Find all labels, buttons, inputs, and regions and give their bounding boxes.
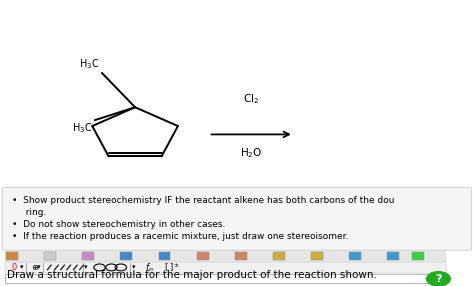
Bar [6, 253, 18, 260]
Bar [273, 253, 285, 260]
Bar [5, 250, 446, 262]
Text: H$_3$C: H$_3$C [79, 58, 100, 72]
Text: H$_2$O: H$_2$O [240, 146, 263, 160]
Bar [349, 253, 361, 260]
Text: ring.: ring. [17, 208, 46, 217]
Text: •  Show product stereochemistry IF the reactant alkene has both carbons of the d: • Show product stereochemistry IF the re… [12, 196, 394, 205]
Bar [387, 253, 399, 260]
Text: [ ]$^{±}$: [ ]$^{±}$ [164, 261, 179, 274]
Bar [158, 253, 170, 260]
Text: ⊕: ⊕ [31, 263, 38, 272]
Text: H$_3$C: H$_3$C [72, 122, 92, 135]
Text: $f_n$: $f_n$ [145, 261, 154, 274]
Bar [82, 253, 94, 260]
Text: ▾: ▾ [132, 265, 135, 270]
Bar [5, 262, 446, 273]
Text: •  If the reaction produces a racemic mixture, just draw one stereoisomer.: • If the reaction produces a racemic mix… [12, 232, 348, 241]
Text: •  Do not show stereochemistry in other cases.: • Do not show stereochemistry in other c… [12, 220, 225, 229]
Bar [44, 253, 56, 260]
Text: 0: 0 [12, 263, 17, 272]
Text: ▾: ▾ [84, 265, 88, 270]
Bar [412, 253, 424, 260]
Bar [197, 253, 209, 260]
Text: Draw a structural formula for the major product of the reaction shown.: Draw a structural formula for the major … [7, 270, 377, 280]
Bar [5, 274, 446, 283]
Bar [311, 253, 323, 260]
Text: ?: ? [435, 274, 442, 284]
Bar [235, 253, 246, 260]
Text: Cl$_2$: Cl$_2$ [243, 92, 259, 106]
Circle shape [427, 272, 450, 286]
Bar [120, 253, 132, 260]
Text: ▾: ▾ [37, 265, 40, 270]
FancyBboxPatch shape [2, 187, 472, 250]
Text: ▾: ▾ [20, 265, 23, 270]
